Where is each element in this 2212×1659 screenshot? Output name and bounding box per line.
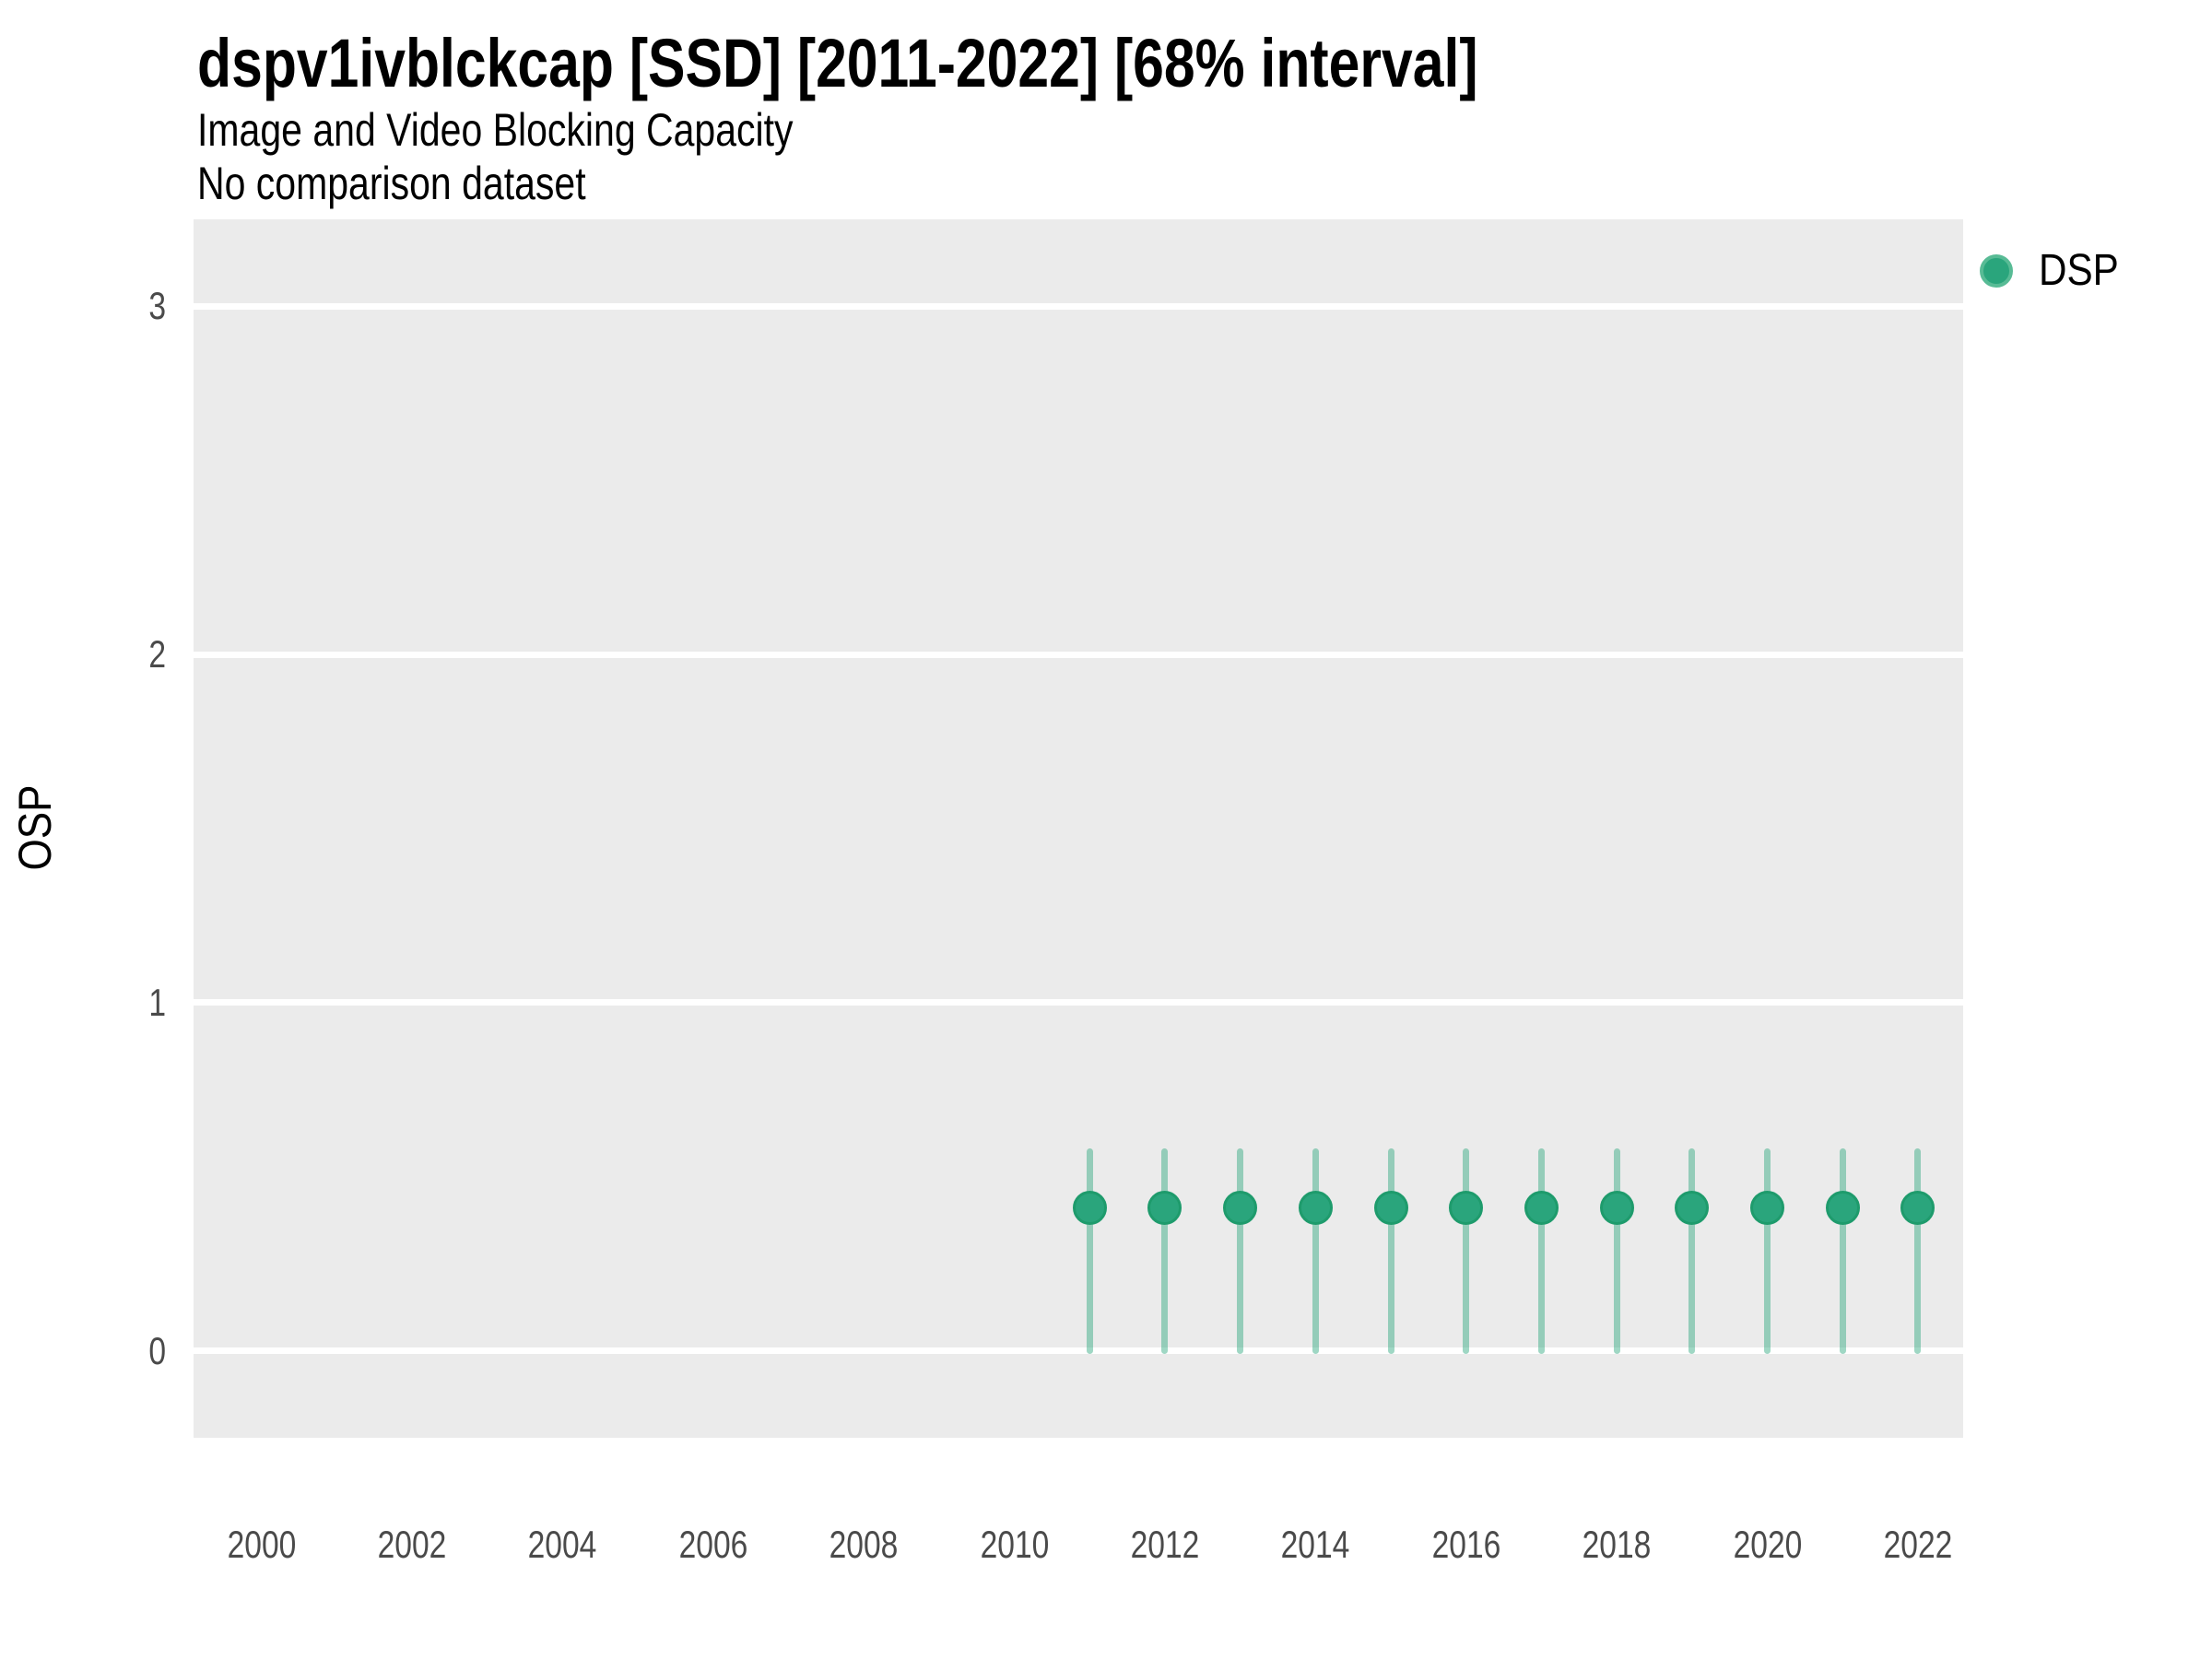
point-2016 [1449,1191,1484,1226]
point-2012 [1147,1191,1182,1226]
gridline-y-2 [194,651,1963,658]
x-tick-label-2002: 2002 [377,1523,447,1566]
point-2013 [1223,1191,1258,1226]
x-tick-label-2014: 2014 [1280,1523,1350,1566]
point-2019 [1675,1191,1710,1226]
x-tick-label-2000: 2000 [227,1523,296,1566]
x-tick-label-2010: 2010 [980,1523,1049,1566]
point-2022 [1900,1191,1936,1226]
interval-bar-2021 [1839,1148,1846,1354]
interval-bar-2014 [1312,1148,1319,1354]
interval-bar-2020 [1764,1148,1771,1354]
point-2020 [1750,1191,1785,1226]
legend-label: DSP [2039,246,2119,295]
legend: DSP [1980,247,2130,295]
legend-point-swatch [1980,254,2013,288]
y-tick-label-0: 0 [148,1328,166,1372]
x-tick-label-2016: 2016 [1431,1523,1501,1566]
x-tick-label-2004: 2004 [527,1523,597,1566]
chart-title: dspv1ivblckcap [SSD] [2011-2022] [68% in… [197,25,1478,101]
x-tick-label-2012: 2012 [1130,1523,1200,1566]
interval-bar-2022 [1914,1148,1922,1354]
point-2017 [1524,1191,1559,1226]
chart-subtitle: Image and Video Blocking Capacity [197,104,794,156]
y-axis-title: OSP [9,784,61,871]
point-2018 [1599,1191,1634,1226]
y-tick-label-1: 1 [148,980,166,1024]
chart-note: No comparison dataset [197,158,586,209]
x-tick-label-2006: 2006 [678,1523,748,1566]
interval-bar-2013 [1237,1148,1244,1354]
point-2015 [1373,1191,1408,1226]
y-tick-label-3: 3 [148,284,166,328]
x-tick-label-2022: 2022 [1883,1523,1953,1566]
interval-bar-2017 [1537,1148,1545,1354]
interval-bar-2011 [1086,1148,1093,1354]
point-2021 [1825,1191,1860,1226]
gridline-y-1 [194,999,1963,1006]
interval-bar-2018 [1613,1148,1620,1354]
interval-bar-2012 [1161,1148,1169,1354]
gridline-y-0 [194,1347,1963,1355]
interval-bar-2016 [1463,1148,1470,1354]
point-2011 [1072,1191,1107,1226]
x-tick-label-2020: 2020 [1733,1523,1802,1566]
x-tick-label-2008: 2008 [829,1523,899,1566]
point-2014 [1298,1191,1333,1226]
plot-panel [194,219,1963,1438]
interval-bar-2015 [1387,1148,1394,1354]
x-tick-label-2018: 2018 [1582,1523,1652,1566]
y-tick-label-2: 2 [148,632,166,677]
interval-bar-2019 [1688,1148,1696,1354]
gridline-y-3 [194,302,1963,310]
